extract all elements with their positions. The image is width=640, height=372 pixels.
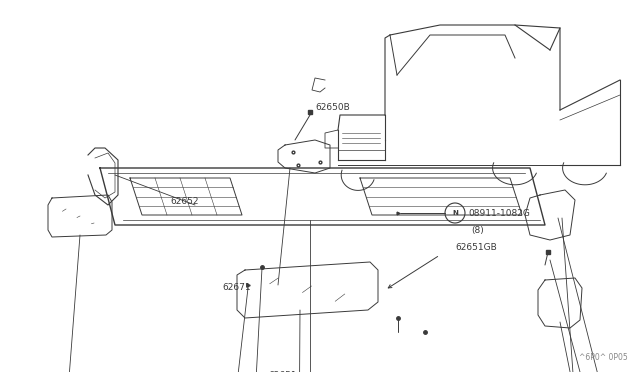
Text: 62651GB: 62651GB [455, 244, 497, 253]
Text: 08911-1082G: 08911-1082G [468, 208, 530, 218]
Text: 62650B: 62650B [315, 103, 349, 112]
Text: (8): (8) [471, 225, 484, 234]
Text: 62651: 62651 [268, 371, 296, 372]
Text: 62671: 62671 [222, 283, 251, 292]
Text: 62652: 62652 [170, 198, 198, 206]
Text: ^6P0^ 0P05: ^6P0^ 0P05 [579, 353, 628, 362]
Text: N: N [452, 210, 458, 216]
